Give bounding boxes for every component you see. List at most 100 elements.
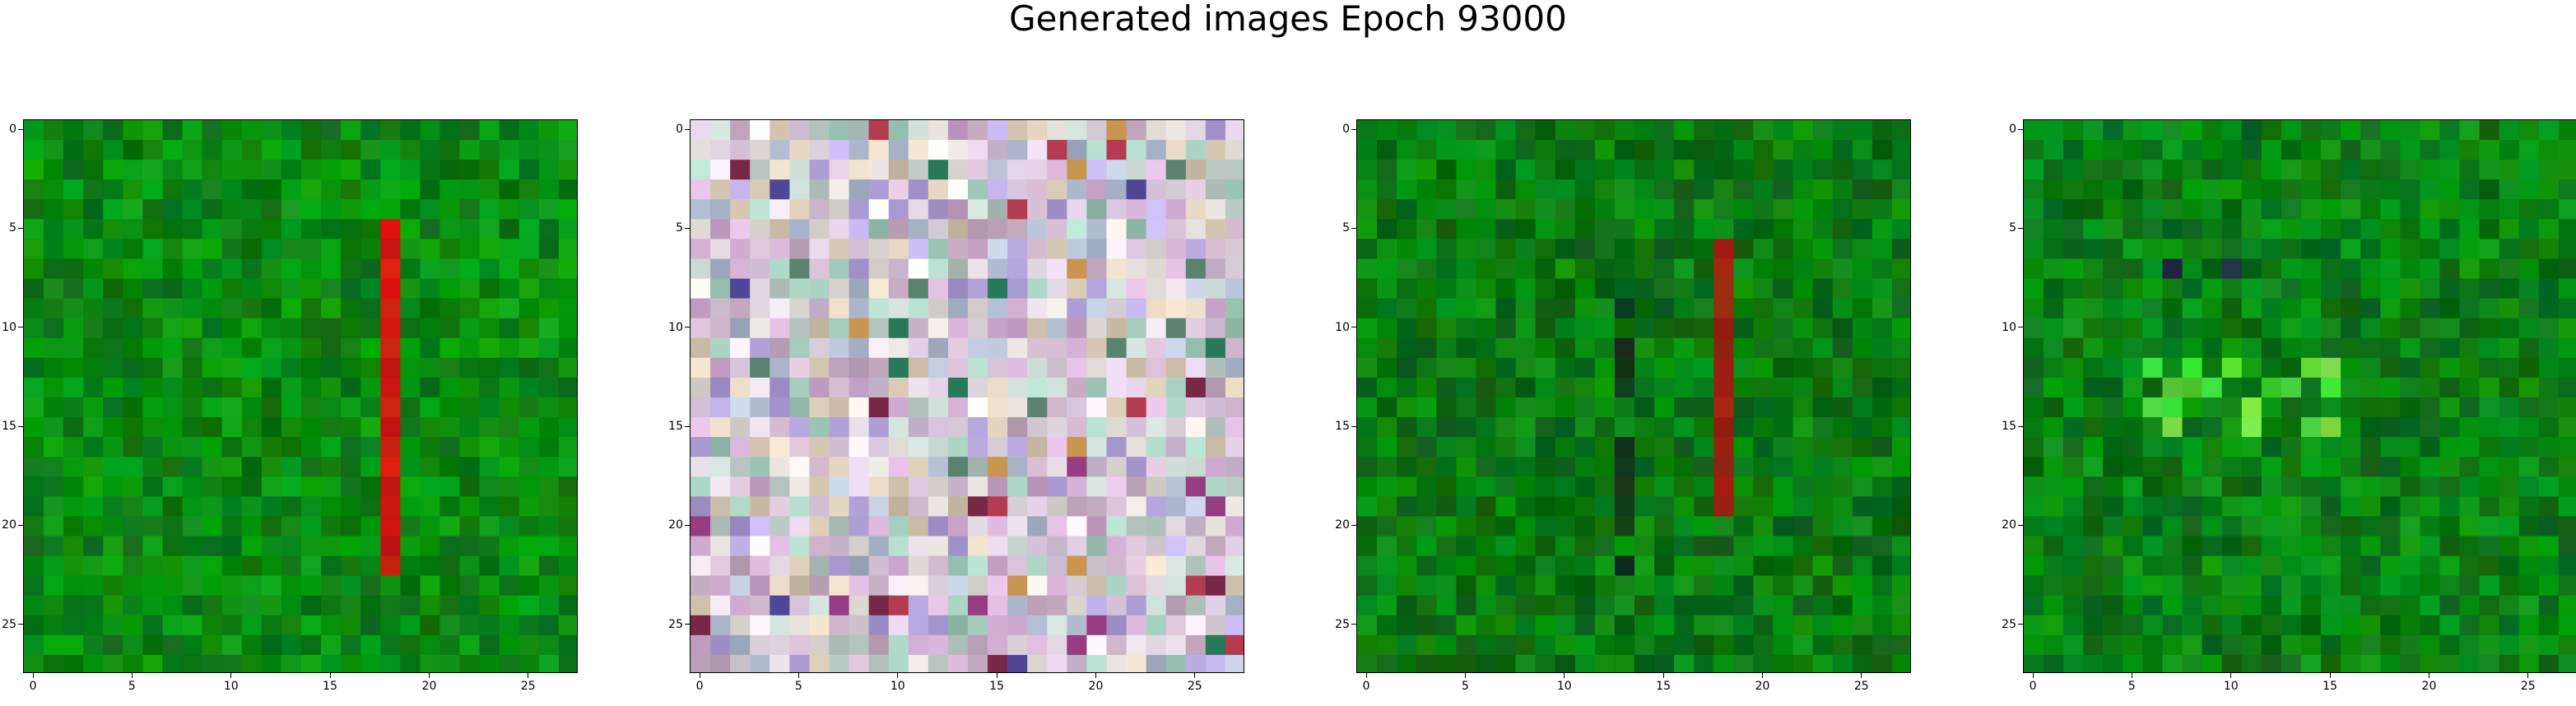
y-tick-label: 20 [668,518,683,532]
x-tick-label: 20 [1088,680,1104,693]
x-tick-label: 5 [128,680,136,693]
y-tick-label: 25 [668,617,683,631]
y-tick-mark [685,524,690,526]
y-tick-mark [18,227,23,229]
page-title: Generated images Epoch 93000 [1009,0,1567,39]
x-tick-label: 15 [989,680,1004,693]
x-tick-label: 20 [1755,680,1770,693]
x-tick-mark [2527,673,2529,678]
x-tick-label: 20 [421,680,437,693]
y-tick-mark [1351,227,1356,229]
y-tick-label: 5 [676,221,683,235]
y-tick-label: 15 [1335,420,1350,434]
y-tick-mark [2018,524,2023,526]
x-tick-mark [230,673,232,678]
y-tick-label: 0 [1342,123,1350,137]
generated-image [690,119,1244,673]
x-tick-label: 25 [1853,680,1869,693]
x-tick-mark [131,673,133,678]
y-tick-label: 0 [676,123,683,137]
x-tick-mark [1464,673,1466,678]
x-tick-label: 10 [2223,680,2239,693]
generated-image-panel: 0 0 5 5 10 10 15 15 20 20 25 25 [1335,119,1944,706]
x-tick-label: 0 [29,680,37,693]
x-tick-label: 20 [2421,680,2437,693]
y-tick-label: 20 [1335,518,1350,532]
x-tick-mark [329,673,331,678]
y-tick-mark [2018,624,2023,625]
x-tick-mark [1194,673,1196,678]
y-tick-label: 25 [1335,617,1350,631]
x-tick-mark [1365,673,1367,678]
x-tick-mark [32,673,34,678]
y-tick-label: 5 [9,221,16,235]
y-tick-mark [1351,425,1356,427]
x-tick-mark [1761,673,1763,678]
x-tick-label: 25 [1187,680,1202,693]
x-tick-mark [2329,673,2331,678]
y-tick-label: 0 [2009,123,2016,137]
y-tick-mark [1351,624,1356,625]
x-tick-label: 0 [2029,680,2037,693]
x-tick-label: 10 [1556,680,1572,693]
y-tick-label: 20 [2,518,16,532]
x-tick-label: 0 [695,680,704,693]
generated-image-panel: 0 0 5 5 10 10 15 15 20 20 25 25 [2,119,611,706]
y-tick-label: 25 [2,617,16,631]
x-tick-mark [1861,673,1862,678]
x-tick-label: 5 [2127,680,2136,693]
generated-image-panel: 0 0 5 5 10 10 15 15 20 20 25 25 [668,119,1277,706]
y-tick-label: 10 [668,320,683,334]
x-tick-label: 5 [1461,680,1469,693]
x-tick-mark [797,673,799,678]
y-tick-label: 10 [1335,320,1350,334]
x-tick-label: 15 [323,680,337,693]
y-tick-mark [18,425,23,427]
y-tick-label: 25 [2002,617,2016,631]
y-tick-mark [2018,227,2023,229]
x-tick-label: 15 [1656,680,1671,693]
x-tick-label: 0 [1362,680,1370,693]
y-tick-mark [18,524,23,526]
y-tick-label: 5 [1342,221,1350,235]
y-tick-label: 15 [2002,420,2016,434]
x-tick-label: 10 [223,680,239,693]
x-tick-mark [897,673,899,678]
generated-image-panel: 0 0 5 5 10 10 15 15 20 20 25 25 [2002,119,2576,706]
y-tick-label: 5 [2009,221,2016,235]
y-tick-label: 15 [668,420,683,434]
y-tick-mark [1351,524,1356,526]
x-tick-mark [1564,673,1565,678]
x-tick-label: 10 [890,680,905,693]
x-tick-label: 15 [2323,680,2337,693]
y-tick-label: 10 [2002,320,2016,334]
image-pixels [2024,120,2576,672]
y-tick-label: 10 [2,320,16,334]
y-tick-mark [685,425,690,427]
generated-image [2023,119,2576,673]
x-tick-mark [2230,673,2232,678]
x-tick-label: 25 [520,680,536,693]
y-tick-mark [685,128,690,130]
image-pixels [24,120,577,672]
y-tick-mark [2018,425,2023,427]
x-tick-label: 5 [794,680,802,693]
x-tick-mark [2428,673,2430,678]
x-tick-label: 25 [2520,680,2536,693]
y-tick-label: 20 [2002,518,2016,532]
x-tick-mark [1662,673,1664,678]
generated-image [23,119,578,673]
x-tick-mark [2032,673,2034,678]
y-tick-mark [18,128,23,130]
y-tick-mark [2018,128,2023,130]
y-tick-mark [1351,128,1356,130]
image-pixels [1357,120,1910,672]
y-tick-mark [685,227,690,229]
generated-image [1356,119,1911,673]
y-tick-mark [18,624,23,625]
x-tick-mark [428,673,430,678]
image-pixels [690,120,1244,672]
x-tick-mark [1095,673,1096,678]
y-tick-label: 15 [2,420,16,434]
y-tick-mark [685,624,690,625]
